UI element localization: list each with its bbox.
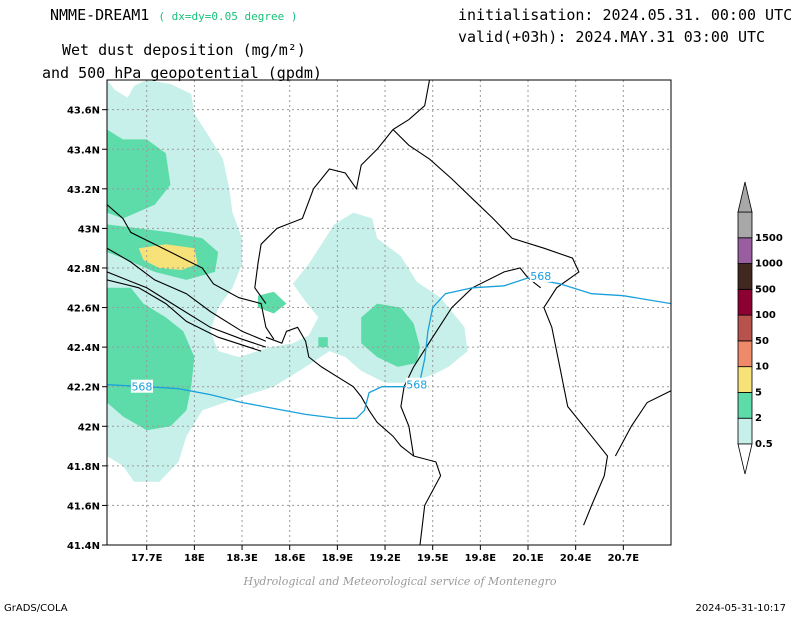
lat-tick-label: 42N [78, 422, 100, 433]
legend-swatch [737, 263, 753, 290]
legend-label: 2 [755, 413, 762, 424]
legend-swatch [737, 314, 753, 342]
lon-tick-label: 19.5E [417, 553, 449, 564]
lat-lon-grid [107, 80, 671, 545]
credit-line: Hydrological and Meteorological service … [243, 575, 557, 588]
variable-title-line2: and 500 hPa geopotential (gpdm) [42, 64, 322, 82]
border-line [413, 455, 442, 545]
deposition-area-2 [361, 303, 420, 367]
color-legend: 0.5 2 5 10 50 100 500 1000 1500 [737, 181, 783, 475]
lon-tick-label: 18.3E [226, 553, 258, 564]
software-label: GrADS/COLA [4, 603, 68, 614]
contour-label: 568 [406, 379, 427, 392]
deposition-area-5 [138, 244, 198, 270]
lat-tick-label: 41.4N [67, 541, 100, 552]
axis-ticks: 17.7E 18E 18.3E 18.6E 18.9E 19.2E 19.5E 19.8E 20… [67, 106, 639, 564]
contour-label-bg [405, 377, 428, 391]
border-line [413, 267, 542, 368]
border-line [107, 247, 267, 342]
border-line [107, 204, 275, 340]
border-line [254, 80, 431, 304]
legend-swatch [737, 237, 753, 264]
variable-title-line1: Wet dust deposition (mg/m²) [62, 41, 306, 59]
lat-tick-label: 42.6N [67, 304, 100, 315]
lat-tick-label: 43.4N [67, 145, 100, 156]
contour-label: 568 [530, 270, 551, 283]
lat-tick-label: 42.8N [67, 264, 100, 275]
lon-tick-label: 20.7E [608, 553, 640, 564]
legend-swatch [737, 288, 753, 316]
legend-label: 1500 [755, 233, 783, 244]
lon-tick-label: 18.6E [274, 553, 306, 564]
legend-label: 10 [755, 362, 769, 373]
lat-tick-label: 43.6N [67, 106, 100, 117]
lon-tick-label: 19.2E [369, 553, 401, 564]
deposition-area-2 [107, 287, 195, 431]
border-line [107, 279, 262, 352]
lon-tick-label: 18E [184, 553, 205, 564]
contour-label-bg [529, 268, 552, 282]
border-line [107, 271, 267, 348]
legend-label: 1000 [755, 259, 783, 270]
lat-tick-label: 42.2N [67, 383, 100, 394]
deposition-fields [107, 80, 468, 482]
model-title: NMME-DREAM1 ( dx=dy=0.05 degree ) [50, 6, 298, 24]
legend-label: 500 [755, 284, 776, 295]
resolution-note: ( dx=dy=0.05 degree ) [158, 10, 298, 23]
deposition-area-2 [318, 337, 328, 348]
legend-bottom-arrow [737, 443, 753, 475]
render-timestamp: 2024-05-31-10:17 [695, 603, 786, 614]
legend-label: 0.5 [755, 439, 773, 450]
lat-tick-label: 41.6N [67, 501, 100, 512]
lat-tick-label: 43.2N [67, 185, 100, 196]
legend-swatch [737, 392, 753, 419]
border-line [392, 129, 609, 526]
legend-top-arrow [737, 181, 753, 213]
lon-tick-label: 18.9E [322, 553, 354, 564]
deposition-area-0.5 [107, 80, 468, 482]
lat-tick-label: 41.8N [67, 462, 100, 473]
legend-swatch [737, 417, 753, 445]
lon-tick-label: 20.4E [560, 553, 592, 564]
lat-tick-label: 42.4N [67, 343, 100, 354]
legend-swatch [737, 366, 753, 393]
deposition-area-2 [107, 129, 171, 219]
border-line [614, 390, 671, 457]
lon-tick-label: 19.8E [465, 553, 497, 564]
valid-time: valid(+03h): 2024.MAY.31 03:00 UTC [458, 28, 766, 46]
contour-label: 568 [131, 381, 152, 394]
initialisation-time: initialisation: 2024.05.31. 00:00 UTC [458, 6, 793, 24]
legend-swatch [737, 340, 753, 368]
legend-label: 50 [755, 336, 769, 347]
border-line [265, 326, 414, 457]
legend-label: 100 [755, 310, 776, 321]
legend-label: 5 [755, 387, 762, 398]
plot-frame [106, 79, 672, 546]
geopotential-contours: 568 568 568 [107, 268, 671, 420]
country-borders [107, 80, 671, 545]
legend-swatch [737, 211, 753, 239]
contour-label-bg [130, 379, 153, 393]
lat-tick-label: 43N [78, 224, 100, 235]
deposition-area-2 [257, 291, 287, 314]
lon-tick-label: 20.1E [512, 553, 544, 564]
lon-tick-label: 17.7E [131, 553, 163, 564]
